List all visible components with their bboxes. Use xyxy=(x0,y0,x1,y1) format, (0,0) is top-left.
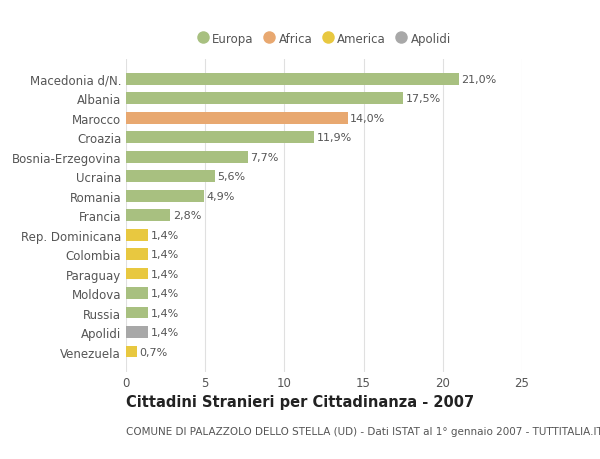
Text: 14,0%: 14,0% xyxy=(350,113,385,123)
Bar xyxy=(126,307,148,319)
Bar xyxy=(126,210,170,222)
Bar xyxy=(126,326,148,338)
Text: 11,9%: 11,9% xyxy=(317,133,352,143)
Text: 1,4%: 1,4% xyxy=(151,269,179,279)
Text: COMUNE DI PALAZZOLO DELLO STELLA (UD) - Dati ISTAT al 1° gennaio 2007 - TUTTITAL: COMUNE DI PALAZZOLO DELLO STELLA (UD) - … xyxy=(126,426,600,436)
Bar xyxy=(126,230,148,241)
Text: 1,4%: 1,4% xyxy=(151,327,179,337)
Bar xyxy=(126,93,403,105)
Text: 17,5%: 17,5% xyxy=(406,94,441,104)
Text: 1,4%: 1,4% xyxy=(151,250,179,260)
Text: 5,6%: 5,6% xyxy=(217,172,245,182)
Text: 2,8%: 2,8% xyxy=(173,211,201,221)
Bar xyxy=(126,151,248,163)
Text: Cittadini Stranieri per Cittadinanza - 2007: Cittadini Stranieri per Cittadinanza - 2… xyxy=(126,394,474,409)
Bar xyxy=(126,171,215,183)
Text: 1,4%: 1,4% xyxy=(151,308,179,318)
Text: 21,0%: 21,0% xyxy=(461,75,496,84)
Bar xyxy=(126,74,458,85)
Bar xyxy=(126,190,203,202)
Legend: Europa, Africa, America, Apolidi: Europa, Africa, America, Apolidi xyxy=(192,28,456,50)
Text: 1,4%: 1,4% xyxy=(151,230,179,240)
Text: 1,4%: 1,4% xyxy=(151,288,179,298)
Bar xyxy=(126,249,148,260)
Bar xyxy=(126,132,314,144)
Bar xyxy=(126,113,348,124)
Bar xyxy=(126,268,148,280)
Bar xyxy=(126,288,148,299)
Text: 7,7%: 7,7% xyxy=(250,152,279,162)
Bar xyxy=(126,346,137,358)
Text: 4,9%: 4,9% xyxy=(206,191,235,202)
Text: 0,7%: 0,7% xyxy=(139,347,168,357)
